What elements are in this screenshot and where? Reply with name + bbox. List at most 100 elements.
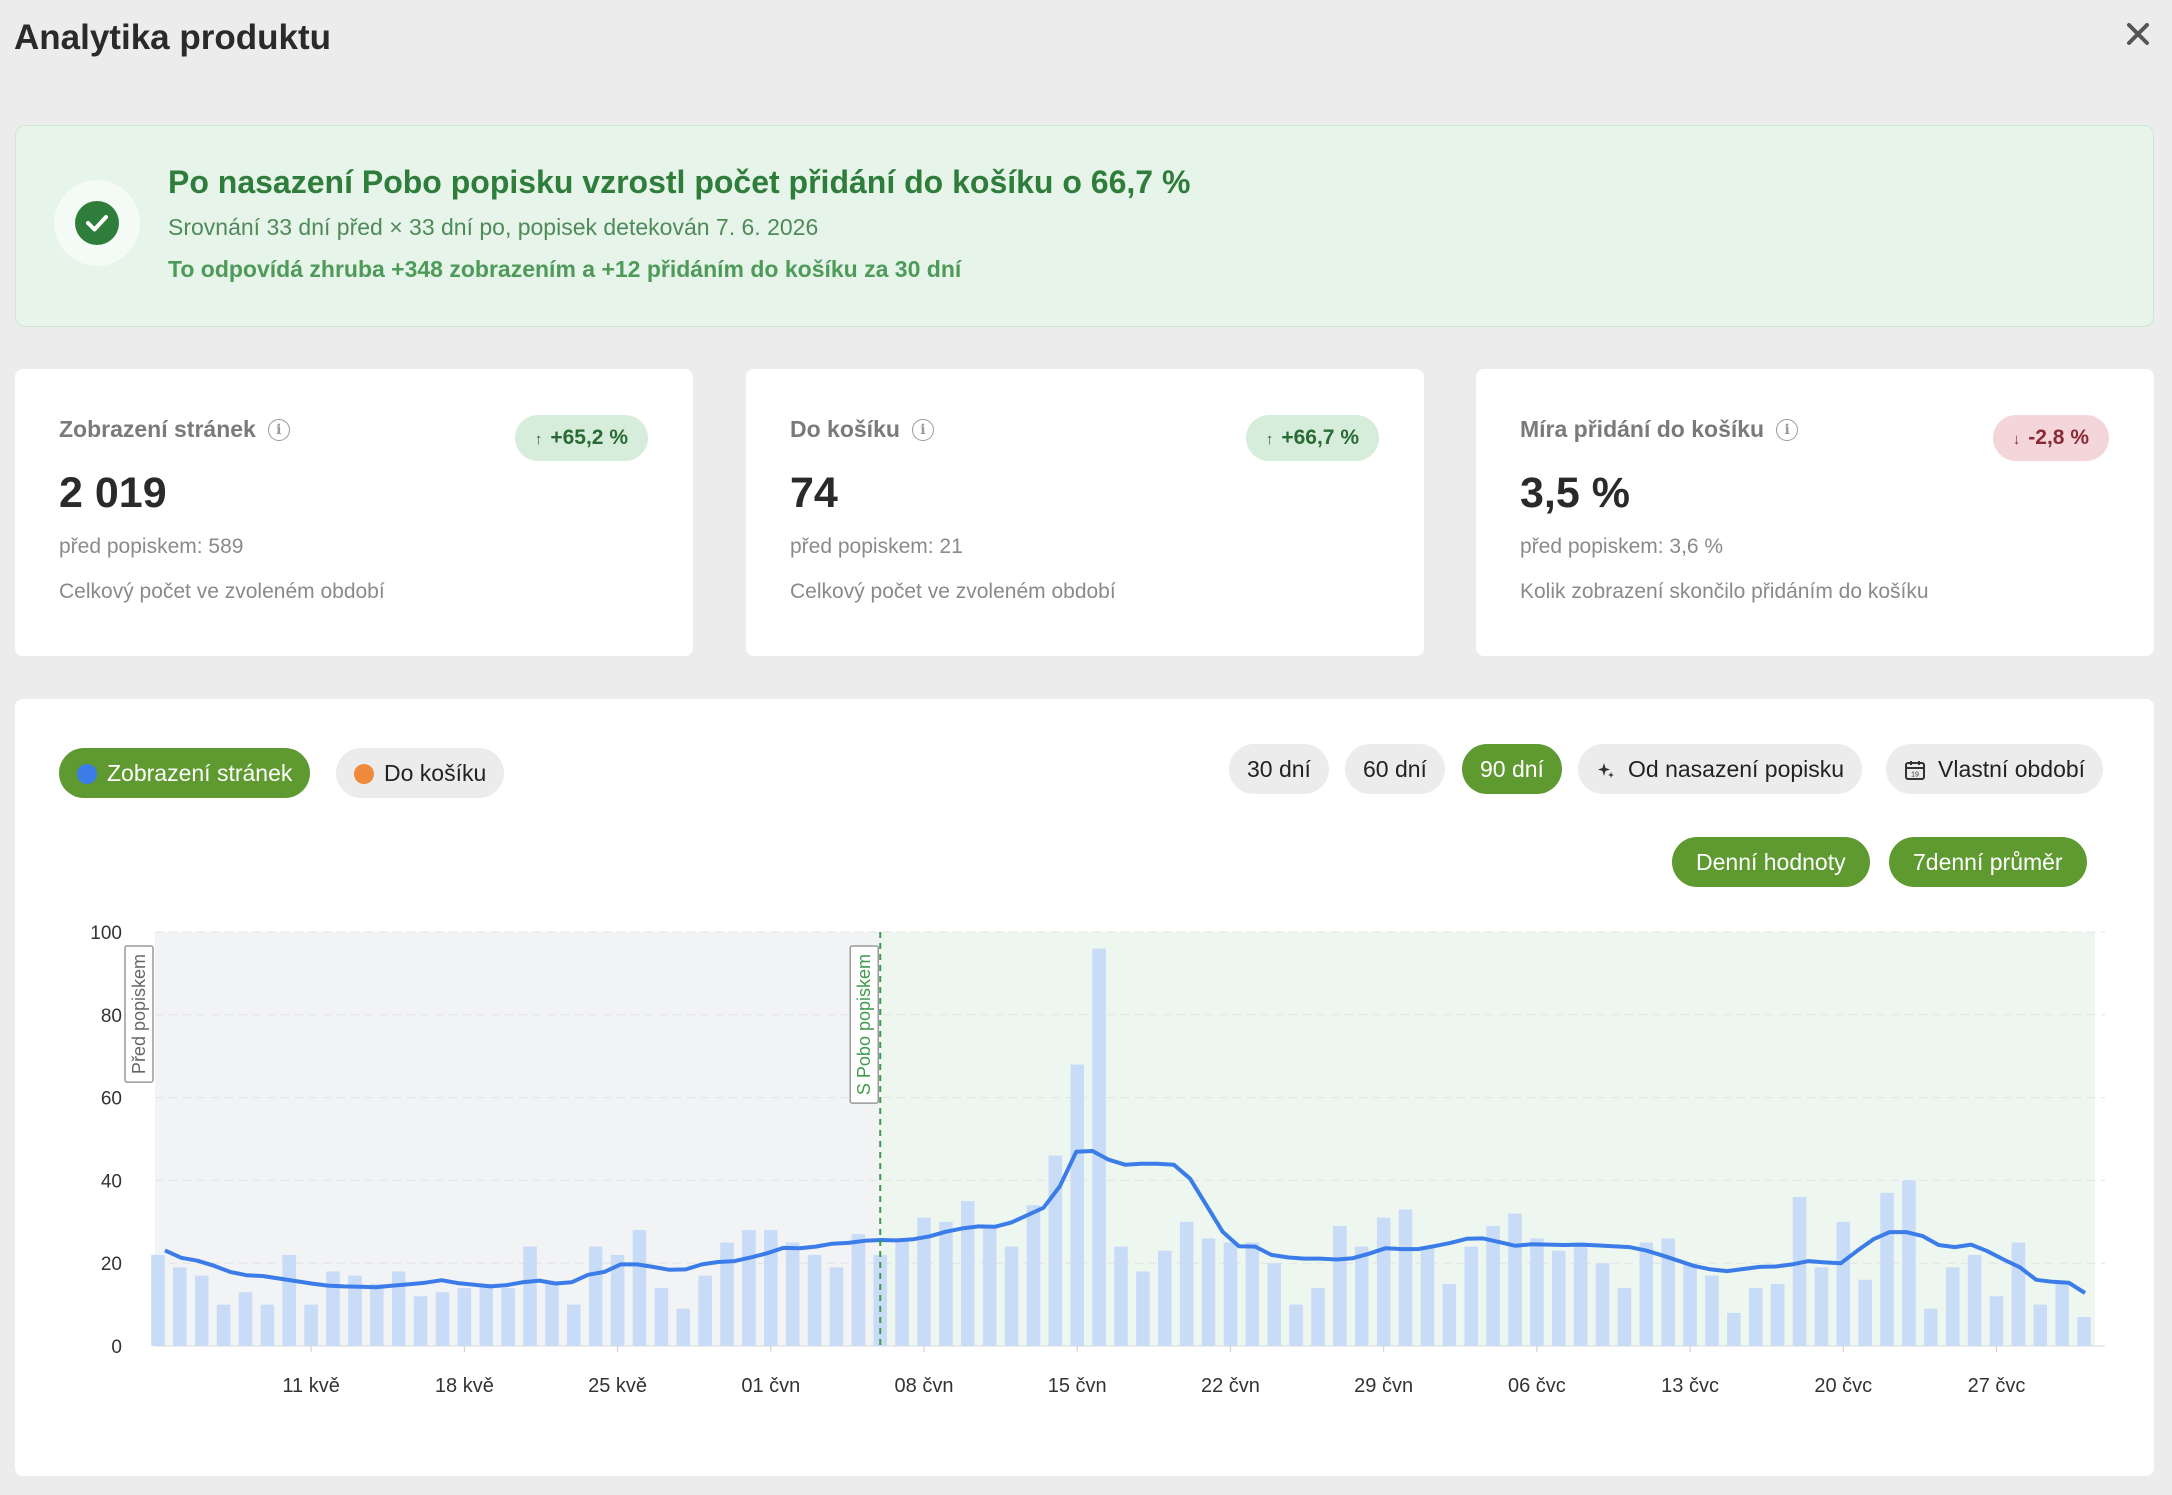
range-30-days-button[interactable]: 30 dní	[1229, 744, 1329, 794]
bar	[1705, 1275, 1719, 1346]
bar	[194, 1275, 209, 1346]
average-line	[164, 1149, 2087, 1295]
bar	[1092, 948, 1106, 1346]
metric-before: před popiskem: 21	[790, 535, 963, 558]
bar	[1267, 1263, 1281, 1346]
bar	[895, 1238, 909, 1346]
svg-text:19: 19	[1911, 772, 1919, 779]
bar	[457, 1288, 472, 1346]
since-deploy-button[interactable]: Od nasazení popisku	[1578, 744, 1863, 794]
metric-card-page-views: Zobrazení stránek i ↑ +65,2 % 2 019 před p…	[15, 369, 693, 656]
bar	[961, 1201, 975, 1346]
metric-card-conversion-rate: Míra přidání do košíku i ↓ -2,8 % 3,5 % př…	[1476, 369, 2154, 656]
bar	[238, 1292, 253, 1346]
bar	[1289, 1304, 1303, 1346]
info-icon[interactable]: i	[1776, 418, 1799, 441]
metric-label: Do košíku	[790, 416, 900, 442]
bar	[1661, 1238, 1675, 1346]
bar	[348, 1275, 362, 1346]
bar	[2033, 1304, 2048, 1346]
range-60-days-button[interactable]: 60 dní	[1345, 744, 1445, 794]
bar	[1967, 1254, 1982, 1346]
bar	[216, 1304, 231, 1346]
close-icon[interactable]	[2122, 18, 2154, 50]
metric-label: Míra přidání do košíku	[1520, 416, 1765, 442]
analytics-chart: 0 20 40 60 80 100 Před popiskem S Pobo popisk…	[90, 923, 2105, 1397]
bar	[1770, 1283, 1785, 1346]
x-tick-label: 08 čvn	[895, 1375, 954, 1397]
bar	[173, 1267, 187, 1346]
bar	[1420, 1246, 1435, 1346]
x-tick-label: 27 čvc	[1968, 1375, 2026, 1397]
bar	[523, 1246, 537, 1346]
metric-toggle-add-to-cart[interactable]: Do košíku	[336, 748, 505, 798]
bar	[1727, 1312, 1741, 1346]
bar	[1814, 1267, 1829, 1346]
metric-before: před popiskem: 3,6 %	[1520, 535, 1724, 558]
x-tick-label: 01 čvn	[741, 1375, 800, 1397]
bar	[1617, 1288, 1632, 1346]
after-label-text: S Pobo popiskem	[854, 954, 874, 1095]
info-icon[interactable]: i	[911, 418, 934, 441]
bar	[2077, 1317, 2091, 1346]
daily-values-button[interactable]: Denní hodnoty	[1672, 837, 1870, 887]
bar	[1573, 1242, 1588, 1346]
x-tick-label: 15 čvn	[1048, 1375, 1107, 1397]
bar	[1026, 1205, 1041, 1346]
after-label: S Pobo popiskem	[849, 945, 879, 1104]
bar	[610, 1254, 625, 1346]
check-circle-icon	[75, 201, 119, 245]
bar	[676, 1308, 691, 1346]
bar	[588, 1246, 603, 1346]
y-tick-label: 100	[90, 923, 122, 944]
x-tick-label: 29 čvn	[1354, 1375, 1413, 1397]
y-axis: 0 20 40 60 80 100	[90, 923, 122, 1358]
bar	[1639, 1242, 1654, 1346]
bar	[917, 1217, 931, 1346]
bar	[785, 1242, 800, 1346]
bar	[1179, 1221, 1194, 1346]
bar	[567, 1304, 581, 1346]
bar	[1551, 1250, 1566, 1346]
bar	[851, 1234, 866, 1346]
change-badge: ↓ -2,8 %	[1992, 415, 2109, 461]
banner-title: Po nasazení Pobo popisku vzrostl počet p…	[168, 164, 1191, 200]
metric-toggle-page-views[interactable]: Zobrazení stránek	[59, 748, 311, 798]
y-tick-label: 80	[101, 1006, 122, 1027]
bar	[1945, 1267, 1960, 1346]
banner-subtitle: Srovnání 33 dní před × 33 dní po, popise…	[168, 214, 819, 240]
bar	[282, 1254, 297, 1346]
bar	[1398, 1209, 1413, 1346]
legend-dot-blue	[77, 764, 97, 784]
bar	[742, 1230, 756, 1346]
bar	[1486, 1225, 1500, 1346]
bar	[1245, 1242, 1260, 1346]
bar	[2055, 1283, 2069, 1346]
y-tick-label: 60	[101, 1089, 122, 1110]
bar	[1880, 1192, 1894, 1346]
sparkle-icon	[1598, 763, 1614, 778]
bar	[1748, 1288, 1763, 1346]
custom-period-button[interactable]: 19 Vlastní období	[1886, 744, 2104, 794]
bar	[1070, 1064, 1085, 1346]
bar	[720, 1242, 734, 1346]
y-tick-label: 20	[101, 1254, 122, 1275]
bar	[435, 1292, 450, 1346]
bar	[632, 1230, 647, 1346]
bar	[545, 1283, 559, 1346]
bar	[2011, 1242, 2026, 1346]
y-tick-label: 40	[101, 1171, 122, 1192]
seven-day-average-button[interactable]: 7denní průměr	[1889, 837, 2087, 887]
bar	[1836, 1221, 1851, 1346]
bar	[1004, 1246, 1019, 1346]
bar	[1442, 1283, 1457, 1346]
bar	[1048, 1155, 1063, 1346]
bar	[1354, 1246, 1369, 1346]
bar	[479, 1283, 494, 1346]
before-label-text: Před popiskem	[129, 954, 149, 1074]
close-button[interactable]	[2122, 18, 2154, 50]
arrow-down-icon: ↓	[2012, 431, 2021, 448]
info-icon[interactable]: i	[267, 418, 290, 441]
range-90-days-button[interactable]: 90 dní	[1462, 744, 1562, 794]
y-tick-label: 0	[111, 1337, 122, 1358]
